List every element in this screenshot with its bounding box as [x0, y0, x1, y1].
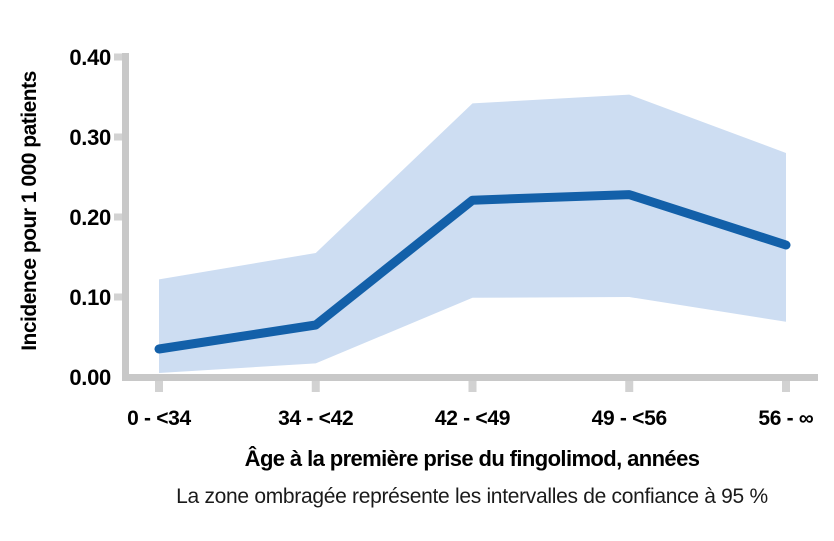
chart-caption: La zone ombragée représente les interval…: [176, 485, 768, 508]
y-tick-mark: [114, 213, 122, 221]
y-tick-mark: [114, 293, 122, 301]
y-tick-label: 0.30: [69, 125, 111, 150]
x-axis-line: [122, 374, 818, 381]
y-tick-label: 0.20: [69, 205, 111, 230]
incidence-line-layer: [154, 190, 791, 354]
y-tick-label: 0.00: [69, 365, 111, 390]
x-category-label: 0 - <34: [127, 407, 191, 430]
y-tick-label: 0.10: [69, 285, 111, 310]
x-tick-mark: [155, 381, 163, 392]
y-tick-mark: [114, 133, 122, 141]
x-category-label: 34 - <42: [278, 407, 353, 430]
x-tick-mark: [311, 381, 320, 392]
incidence-line: [154, 190, 791, 354]
y-tick-mark: [114, 53, 122, 61]
x-tick-mark: [782, 381, 790, 392]
y-ticks: 0.40 0.30 0.20 0.10 0.00: [69, 45, 122, 390]
x-ticks: 0 - <34 34 - <42 42 - <49 49 - <56 56 - ∞: [127, 381, 814, 430]
x-tick-mark: [468, 381, 477, 392]
y-axis-title: Incidence pour 1 000 patients: [18, 71, 41, 351]
y-tick-label: 0.40: [69, 45, 111, 70]
x-category-label: 42 - <49: [435, 407, 510, 430]
x-tick-mark: [625, 381, 634, 392]
x-category-label: 49 - <56: [592, 407, 667, 430]
x-category-label: 56 - ∞: [758, 407, 814, 430]
y-axis-line: [122, 53, 129, 381]
x-axis-title: Âge à la première prise du fingolimod, a…: [245, 446, 700, 471]
confidence-band-layer: [159, 94, 786, 373]
confidence-band: [159, 94, 786, 373]
